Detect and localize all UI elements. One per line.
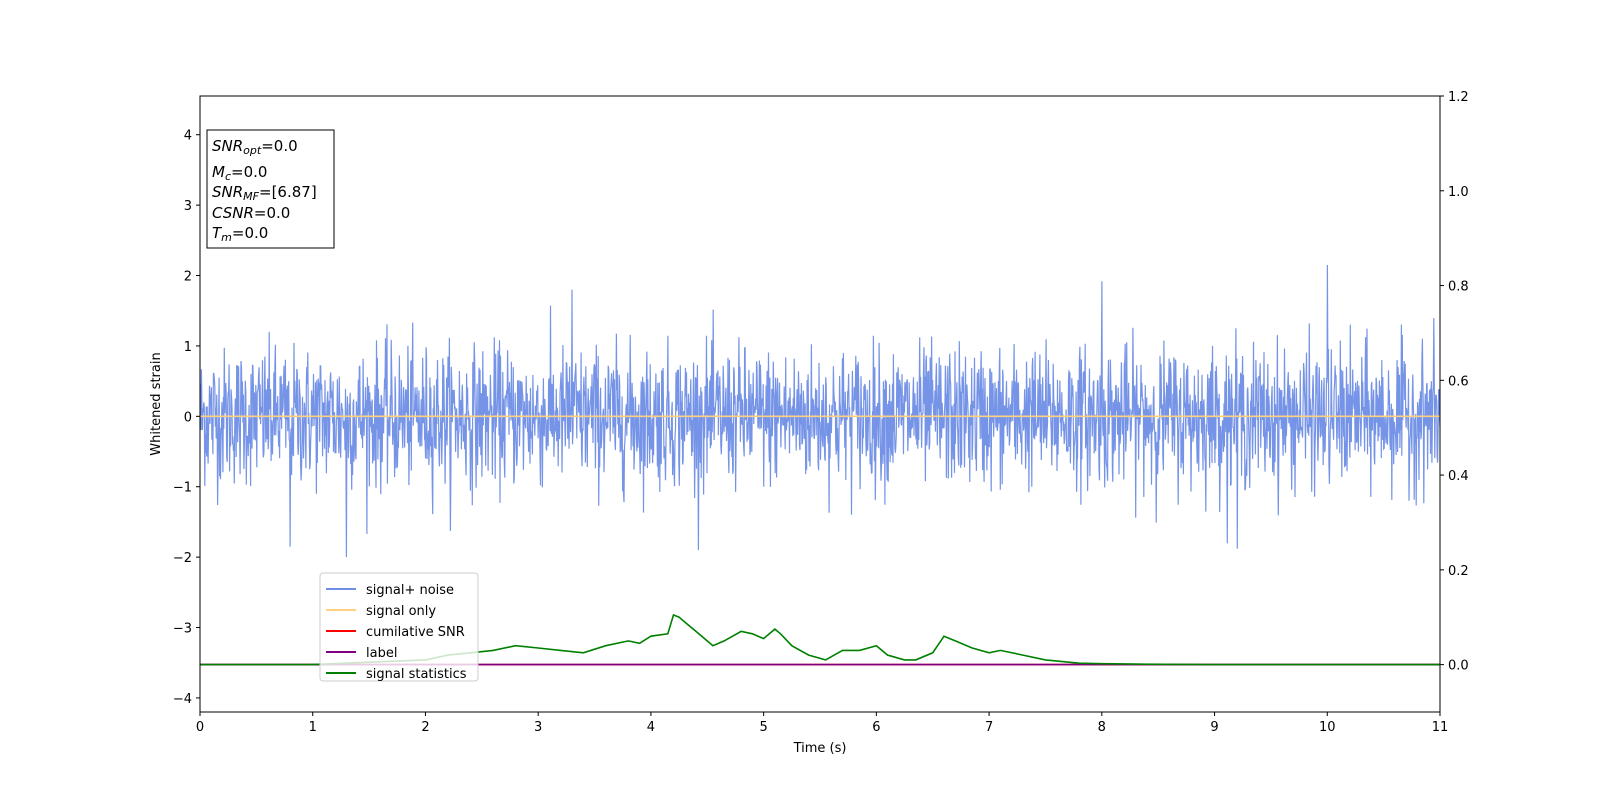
legend-label: signal+ noise [366, 583, 454, 598]
y-axis-left: −4 −3 −2 −1 0 1 2 3 4 [173, 129, 200, 707]
legend: signal+ noise signal only cumilative SNR la… [319, 572, 479, 682]
info-snr-mf: SNRMF=[6.87] [212, 183, 317, 203]
legend-label: signal only [366, 604, 436, 619]
legend-label: label [366, 646, 397, 661]
info-tm: Tm=0.0 [212, 224, 268, 244]
y2-tick-label: 1.0 [1448, 185, 1469, 200]
y-axis-right: 0.0 0.2 0.4 0.6 0.8 1.0 1.2 [1440, 90, 1469, 674]
x-tick-label: 8 [1098, 720, 1106, 735]
y2-tick-label: 0.4 [1448, 469, 1469, 484]
y-tick-label: −2 [173, 551, 192, 566]
y2-tick-label: 1.2 [1448, 90, 1469, 105]
signal-noise-layer [199, 264, 1441, 558]
info-snr-opt: SNRopt=0.0 [212, 137, 298, 157]
plot-frame [199, 95, 1441, 713]
x-tick-label: 0 [196, 720, 204, 735]
x-tick-label: 1 [309, 720, 317, 735]
x-tick-label: 10 [1319, 720, 1336, 735]
y-tick-label: 2 [184, 270, 192, 285]
y2-tick-label: 0.0 [1448, 659, 1469, 674]
legend-frame [319, 572, 479, 682]
y-tick-label: −3 [173, 622, 192, 637]
x-tick-label: 7 [985, 720, 993, 735]
series-line-signal-noise [199, 264, 1441, 558]
y2-tick-label: 0.2 [1448, 564, 1469, 579]
y-tick-label: −1 [173, 481, 192, 496]
y2-tick-label: 0.6 [1448, 374, 1469, 389]
y-tick-label: 3 [184, 199, 192, 214]
x-axis: 0 1 2 3 4 5 6 7 8 9 10 11 [196, 712, 1448, 735]
x-tick-label: 5 [759, 720, 767, 735]
x-tick-label: 9 [1210, 720, 1218, 735]
x-tick-label: 2 [421, 720, 429, 735]
series-line-signal-statistics [200, 613, 1440, 666]
x-axis-label: Time (s) [793, 741, 847, 756]
x-tick-label: 4 [647, 720, 655, 735]
legend-label: signal statistics [366, 667, 467, 682]
y2-tick-label: 0.8 [1448, 280, 1469, 295]
x-tick-label: 3 [534, 720, 542, 735]
info-mc: Mc=0.0 [212, 163, 267, 183]
x-tick-label: 6 [872, 720, 880, 735]
x-tick-label: 11 [1432, 720, 1449, 735]
info-box: SNRopt=0.0 Mc=0.0 SNRMF=[6.87] CSNR=0.0 … [206, 129, 335, 249]
info-box-frame [206, 129, 335, 249]
y-tick-label: 4 [184, 129, 192, 144]
y-tick-label: 0 [184, 410, 192, 425]
info-csnr: CSNR=0.0 [212, 204, 290, 222]
y-axis-label: Whitened strain [149, 352, 164, 455]
legend-label: cumilative SNR [366, 625, 465, 640]
y-tick-label: −4 [173, 692, 192, 707]
y-tick-label: 1 [184, 340, 192, 355]
